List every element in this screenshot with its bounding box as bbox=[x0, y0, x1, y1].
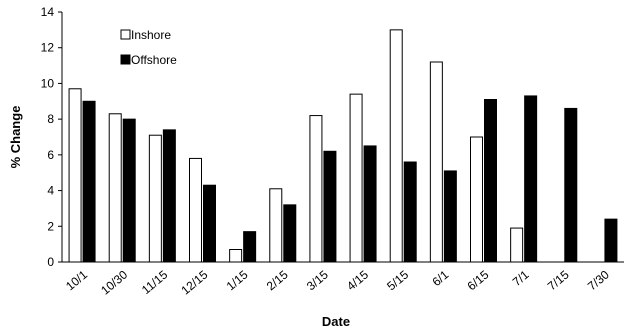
bar-offshore-7-15 bbox=[564, 107, 578, 263]
bar-offshore-1-15 bbox=[243, 231, 257, 263]
x-tick-label: 3/15 bbox=[304, 267, 331, 293]
bar-inshore-7-1 bbox=[510, 227, 524, 263]
x-tick-label: 6/1 bbox=[430, 267, 452, 289]
x-tick-label: 1/15 bbox=[224, 267, 251, 293]
bar-offshore-6-15 bbox=[484, 99, 497, 263]
x-tick-label: 7/1 bbox=[510, 267, 532, 289]
y-tick-label: 4 bbox=[47, 184, 54, 198]
bar-offshore-7-1 bbox=[524, 95, 538, 263]
x-ticks-layer: 10/1 10/30 11/15 12/15 1/15 2/15 3/15 4/15 5/15 6… bbox=[63, 267, 612, 297]
legend-label-offshore: Offshore bbox=[131, 53, 177, 67]
bar-inshore-12-15 bbox=[189, 157, 202, 263]
bar-offshore-6-1 bbox=[443, 170, 457, 263]
legend-label-inshore: Inshore bbox=[131, 28, 171, 42]
y-tick-label: 2 bbox=[47, 219, 54, 233]
y-tick-label: 0 bbox=[47, 255, 54, 269]
y-tick-label: 6 bbox=[47, 148, 54, 162]
bar-offshore-10-1 bbox=[82, 100, 96, 263]
legend-swatch-inshore bbox=[120, 29, 131, 40]
bar-inshore-4-15 bbox=[349, 93, 363, 263]
y-tick-label: 8 bbox=[47, 112, 54, 126]
y-ticks-layer: 0 2 4 6 8 10 12 14 bbox=[41, 5, 62, 269]
x-tick-label: 6/15 bbox=[465, 267, 492, 293]
bar-offshore-2-15 bbox=[283, 204, 297, 263]
x-axis-title: Date bbox=[322, 314, 350, 329]
bar-inshore-5-15 bbox=[389, 29, 403, 263]
legend-swatch-offshore bbox=[120, 54, 131, 65]
bar-offshore-10-30 bbox=[122, 118, 136, 263]
bar-offshore-12-15 bbox=[203, 184, 216, 263]
bar-inshore-6-1 bbox=[429, 61, 443, 263]
x-tick-label: 4/15 bbox=[344, 267, 371, 293]
bar-offshore-4-15 bbox=[363, 145, 377, 263]
bar-inshore-10-1 bbox=[68, 88, 82, 263]
x-tick-label: 10/30 bbox=[98, 267, 130, 297]
y-tick-label: 14 bbox=[41, 5, 55, 19]
bar-offshore-3-15 bbox=[323, 150, 337, 263]
bar-offshore-5-15 bbox=[403, 161, 417, 263]
x-tick-label: 5/15 bbox=[384, 267, 411, 293]
y-axis-title: % Change bbox=[8, 106, 23, 169]
bar-inshore-10-30 bbox=[108, 113, 122, 263]
legend: Inshore Offshore bbox=[120, 28, 177, 67]
bar-inshore-2-15 bbox=[269, 188, 283, 263]
bar-offshore-7-30 bbox=[604, 218, 618, 263]
y-tick-label: 12 bbox=[41, 41, 55, 55]
bar-inshore-11-15 bbox=[148, 134, 162, 263]
bar-inshore-1-15 bbox=[229, 249, 243, 263]
x-tick-label: 7/30 bbox=[585, 267, 612, 293]
bar-offshore-11-15 bbox=[162, 129, 176, 263]
bar-inshore-6-15 bbox=[470, 136, 483, 263]
x-tick-label: 11/15 bbox=[139, 267, 171, 297]
x-tick-label: 10/1 bbox=[63, 267, 90, 293]
y-tick-label: 10 bbox=[41, 76, 55, 90]
x-tick-label: 12/15 bbox=[178, 267, 210, 297]
x-tick-label: 2/15 bbox=[264, 267, 291, 293]
x-tick-label: 7/15 bbox=[545, 267, 572, 293]
bar-inshore-3-15 bbox=[309, 115, 323, 263]
